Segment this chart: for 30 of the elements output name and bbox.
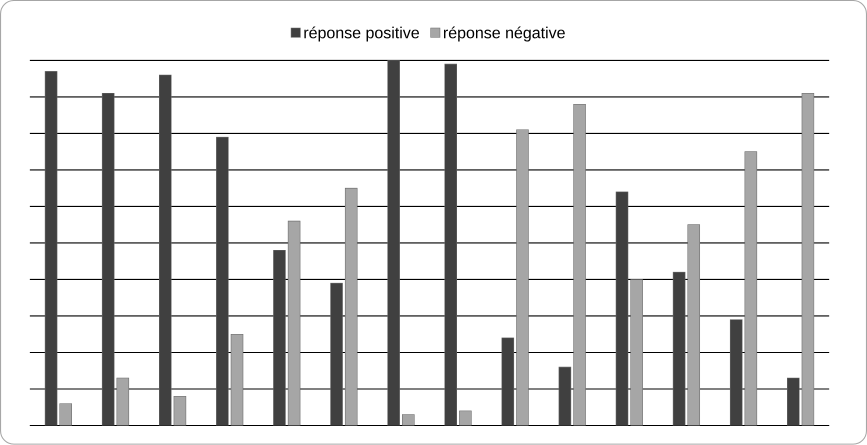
bar — [158, 74, 172, 426]
bar — [558, 366, 572, 426]
bar — [630, 279, 643, 426]
bar — [116, 378, 130, 426]
bar — [44, 71, 58, 426]
bar — [402, 414, 415, 426]
legend-label: réponse positive — [304, 26, 419, 42]
bar — [459, 410, 472, 426]
bar — [502, 338, 514, 426]
bar — [59, 403, 72, 426]
bar — [672, 272, 686, 426]
bar — [730, 320, 742, 426]
bar — [344, 188, 358, 426]
legend-label: réponse négative — [444, 26, 565, 42]
bar — [444, 64, 457, 426]
bar — [216, 136, 229, 426]
bar — [230, 334, 244, 426]
bar — [787, 378, 800, 426]
bar — [102, 93, 114, 426]
bar — [516, 130, 529, 426]
bar — [387, 60, 400, 426]
bar — [802, 93, 814, 426]
bar — [288, 220, 300, 426]
bar — [273, 250, 286, 426]
bar — [687, 224, 700, 426]
bar — [174, 396, 186, 426]
bar — [744, 152, 758, 426]
bar — [330, 283, 343, 426]
bar — [573, 104, 586, 426]
bar — [616, 192, 628, 426]
